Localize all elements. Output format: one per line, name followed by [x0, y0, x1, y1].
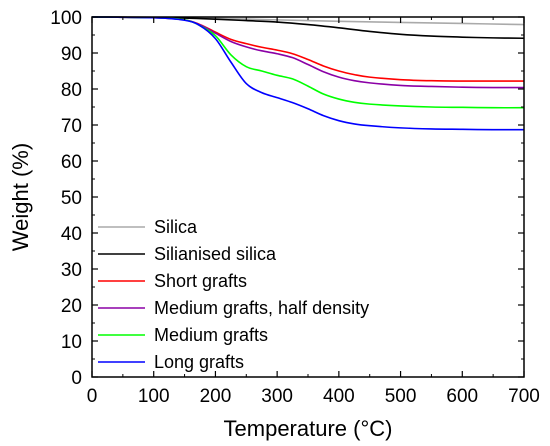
- x-axis-title: Temperature (°C): [224, 416, 393, 441]
- y-tick-label: 70: [61, 116, 82, 137]
- series-line: [91, 16, 525, 109]
- series-line: [91, 16, 525, 40]
- x-tick-label: 700: [508, 386, 540, 407]
- legend-label: Medium grafts: [154, 325, 268, 345]
- x-tick-label: 100: [138, 386, 170, 407]
- y-tick-label: 10: [61, 332, 82, 353]
- y-tick-label: 100: [50, 8, 82, 29]
- y-tick-label: 80: [61, 80, 82, 101]
- legend: Silica Silianised silica Short grafts Mediu…: [98, 217, 369, 372]
- legend-label: Silianised silica: [154, 244, 277, 264]
- legend-label: Long grafts: [154, 352, 244, 372]
- x-tick-label: 500: [385, 386, 417, 407]
- y-tick-label: 30: [61, 260, 82, 281]
- y-tick-label: 20: [61, 296, 82, 317]
- y-tick-label: 60: [61, 152, 82, 173]
- x-tick-label: 400: [323, 386, 355, 407]
- x-tick-label: 300: [261, 386, 293, 407]
- plot-frame: [91, 16, 525, 378]
- legend-label: Silica: [154, 217, 198, 237]
- y-tick-label: 40: [61, 224, 82, 245]
- x-tick-label: 600: [446, 386, 478, 407]
- x-tick-label: 200: [200, 386, 232, 407]
- y-axis: 0 10 20 30 40 50 60 70 80 90 100: [50, 8, 524, 389]
- legend-label: Medium grafts, half density: [154, 298, 369, 318]
- x-tick-label: 0: [87, 386, 98, 407]
- series-line: [91, 16, 525, 131]
- y-axis-title: Weight (%): [8, 143, 33, 251]
- x-axis: 0 100 200 300 400 500 600 700: [87, 17, 540, 407]
- y-tick-label: 0: [71, 368, 82, 389]
- series-line: [91, 16, 524, 82]
- y-tick-label: 90: [61, 44, 82, 65]
- y-tick-label: 50: [61, 188, 82, 209]
- series-line: [91, 16, 525, 89]
- legend-label: Short grafts: [154, 271, 247, 291]
- series-layer: [91, 16, 525, 131]
